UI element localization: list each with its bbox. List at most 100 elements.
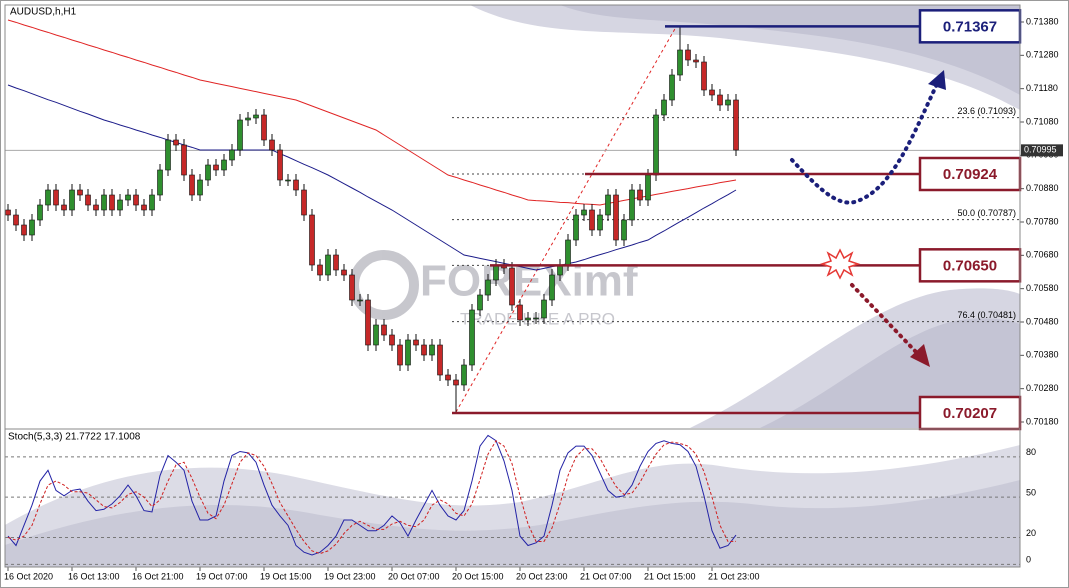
candle-body	[621, 219, 627, 241]
candle-body	[381, 324, 387, 336]
y-tick-label: 0.70780	[1026, 216, 1059, 226]
candle-body	[693, 59, 699, 63]
candle-body	[37, 204, 43, 221]
candle-body	[141, 204, 147, 211]
fib-trend-line	[455, 26, 677, 413]
candle-body	[309, 214, 315, 266]
fib-label: 50.0 (0.70787)	[957, 208, 1016, 218]
candle-body	[709, 89, 715, 96]
candle-body	[93, 204, 99, 211]
candle-body	[565, 239, 571, 266]
candle-body	[445, 374, 451, 381]
candle-body	[197, 179, 203, 196]
candle-body	[61, 204, 67, 211]
annotations	[790, 70, 946, 367]
candle-body	[133, 194, 139, 206]
candle-body	[477, 294, 483, 311]
candle-body	[29, 219, 35, 236]
level-label: 0.71367	[943, 18, 997, 35]
candle-body	[725, 99, 731, 106]
candle-body	[245, 117, 251, 121]
candle-body	[341, 269, 347, 276]
candle-body	[333, 254, 339, 271]
candle-body	[173, 139, 179, 146]
candle-body	[213, 164, 219, 171]
y-tick-label: 20	[1026, 528, 1036, 538]
x-tick-label: 20 Oct 23:00	[516, 571, 568, 581]
candle-body	[101, 194, 107, 211]
candle-body	[541, 299, 547, 319]
candle-body	[573, 214, 579, 241]
x-tick-label: 16 Oct 2020	[4, 571, 53, 581]
moving-average	[7, 84, 737, 271]
y-tick-label: 0.71180	[1026, 83, 1058, 93]
candle-body	[13, 214, 19, 226]
candle-body	[365, 299, 371, 346]
candle-body	[157, 169, 163, 196]
candle-body	[421, 344, 427, 356]
stoch-line	[7, 434, 737, 556]
y-tick-label: 0.71380	[1026, 16, 1059, 26]
x-tick-label: 20 Oct 15:00	[452, 571, 504, 581]
x-tick-label: 16 Oct 21:00	[132, 571, 184, 581]
candle-body	[149, 194, 155, 211]
candle-body	[429, 344, 435, 356]
y-tick-label: 0.70380	[1026, 350, 1059, 360]
plot: 0.713800.712800.711800.710800.709800.708…	[4, 9, 1063, 581]
candle-body	[517, 304, 523, 321]
y-tick-label: 0.71280	[1026, 50, 1059, 60]
candle-body	[637, 189, 643, 201]
candle-body	[45, 189, 51, 206]
candle-body	[85, 194, 91, 206]
y-tick-label: 0.70580	[1026, 283, 1059, 293]
candle-body	[661, 99, 667, 116]
candle-body	[285, 179, 291, 182]
candle-body	[389, 334, 395, 346]
candle-body	[645, 174, 651, 201]
candle-body	[301, 189, 307, 216]
watermark-brand: FOREXimf	[420, 257, 638, 306]
candle-body	[5, 209, 11, 216]
candle-body	[253, 114, 259, 119]
candle-body	[293, 179, 299, 191]
candle-body	[685, 49, 691, 61]
candle-body	[717, 94, 723, 106]
candle-body	[189, 174, 195, 196]
candle-body	[325, 254, 331, 276]
candle-body	[349, 274, 355, 301]
candle-body	[453, 379, 459, 386]
candle-body	[229, 149, 235, 161]
candle-body	[125, 194, 131, 201]
candle-body	[589, 209, 595, 231]
candle-body	[493, 264, 499, 281]
candle-body	[437, 344, 443, 376]
y-tick-label: 0.70680	[1026, 250, 1059, 260]
plot-border	[4, 4, 1021, 568]
x-tick-label: 19 Oct 23:00	[324, 571, 376, 581]
level-label: 0.70650	[943, 257, 997, 274]
candle-body	[373, 324, 379, 346]
candle-body	[461, 364, 467, 386]
fib-label: 76.4 (0.70481)	[957, 310, 1016, 320]
x-tick-label: 19 Oct 15:00	[260, 571, 312, 581]
candle-body	[549, 274, 555, 301]
candle-body	[53, 189, 59, 206]
candle-body	[669, 74, 675, 101]
x-tick-label: 21 Oct 07:00	[580, 571, 632, 581]
candle-body	[221, 159, 227, 171]
candle-body	[21, 224, 27, 236]
candle-body	[109, 194, 115, 211]
candle-body	[613, 194, 619, 241]
y-tick-label: 0.70880	[1026, 183, 1059, 193]
candle-body	[629, 189, 635, 221]
candle-body	[533, 317, 539, 320]
candle-body	[413, 339, 419, 346]
y-tick-label: 0.70180	[1026, 416, 1059, 426]
candle-body	[69, 189, 75, 211]
level-label: 0.70924	[943, 166, 998, 183]
candle-body	[701, 61, 707, 91]
fib-label: 23.6 (0.71093)	[957, 106, 1016, 116]
x-tick-label: 16 Oct 13:00	[68, 571, 120, 581]
candle-body	[205, 164, 211, 181]
